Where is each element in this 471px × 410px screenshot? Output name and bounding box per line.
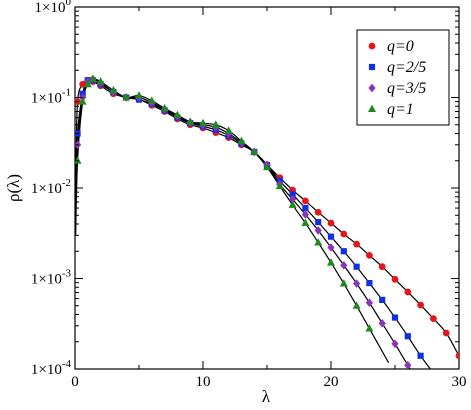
data-point <box>404 333 411 340</box>
data-point <box>379 296 386 304</box>
data-point <box>302 197 309 205</box>
data-point <box>160 103 169 112</box>
data-point <box>340 260 348 270</box>
data-point <box>339 279 348 287</box>
data-point <box>288 200 297 208</box>
data-point <box>365 298 373 308</box>
y-axis-title: ρ(λ) <box>4 174 23 202</box>
data-point <box>314 208 322 216</box>
data-point <box>327 258 335 266</box>
data-point <box>301 218 310 227</box>
x-tick-label: 0 <box>71 374 79 390</box>
legend-label: q=3/5 <box>387 80 426 97</box>
data-point <box>250 147 259 155</box>
data-point <box>135 91 143 99</box>
data-point <box>366 279 373 287</box>
data-point <box>340 230 348 238</box>
data-point <box>352 301 361 309</box>
data-point <box>391 314 399 321</box>
data-point <box>173 110 182 119</box>
legend-marker <box>368 42 376 50</box>
x-axis: 0 10 20 30 <box>71 7 467 390</box>
data-point <box>275 181 284 190</box>
data-point <box>109 85 118 94</box>
legend-marker <box>368 83 376 93</box>
data-point <box>353 263 360 270</box>
data-point <box>314 226 322 235</box>
data-point <box>417 301 424 309</box>
data-point <box>455 352 459 360</box>
data-point <box>442 329 450 337</box>
data-point <box>327 219 335 227</box>
data-point <box>353 279 361 288</box>
x-axis-title: λ <box>262 387 271 406</box>
legend-marker <box>368 104 376 112</box>
data-point <box>88 74 97 83</box>
y-tick-label: 1×10-4 <box>31 358 72 378</box>
x-tick-label: 20 <box>324 374 339 390</box>
data-point <box>366 251 373 259</box>
data-point <box>365 324 374 332</box>
data-point <box>186 117 195 125</box>
data-point <box>301 210 309 219</box>
data-point <box>302 204 309 212</box>
legend: q=0 q=2/5 q=3/5 q=1 <box>356 29 450 126</box>
data-point <box>327 233 335 240</box>
data-point <box>75 156 82 164</box>
data-point <box>224 126 233 134</box>
y-tick-label: 1×10-2 <box>31 177 71 197</box>
data-point <box>79 80 87 88</box>
y-tick-label: 1×10-3 <box>31 268 72 288</box>
y-axis: 1×100 1×10-1 1×10-2 1×10-3 1×10-4 <box>31 0 459 378</box>
legend-marker <box>368 63 376 71</box>
data-point <box>378 318 386 328</box>
data-point <box>391 339 399 349</box>
data-point <box>199 118 207 127</box>
data-point <box>417 352 424 359</box>
data-point <box>404 288 412 296</box>
data-point <box>340 248 347 255</box>
data-point <box>211 120 220 128</box>
data-point <box>263 162 271 171</box>
data-point <box>391 275 399 283</box>
data-point <box>314 238 323 246</box>
legend-label: q=0 <box>387 38 414 55</box>
data-point <box>353 240 360 248</box>
legend-label: q=1 <box>387 101 414 118</box>
data-point <box>327 243 335 252</box>
y-tick-label: 1×100 <box>35 0 72 16</box>
data-point <box>237 136 246 145</box>
data-point <box>378 263 386 271</box>
x-tick-label: 30 <box>452 374 467 390</box>
x-tick-label: 10 <box>196 374 211 390</box>
data-point <box>78 97 87 105</box>
data-point <box>83 79 92 88</box>
data-point <box>404 360 412 369</box>
data-point <box>289 191 296 198</box>
data-point <box>122 93 131 101</box>
data-point <box>289 195 297 204</box>
data-point <box>430 370 436 376</box>
data-point <box>430 315 437 323</box>
y-tick-label: 1×10-1 <box>31 87 71 107</box>
legend-label: q=2/5 <box>387 59 426 76</box>
data-point <box>315 218 322 226</box>
data-point <box>147 96 156 104</box>
data-point <box>96 77 105 85</box>
